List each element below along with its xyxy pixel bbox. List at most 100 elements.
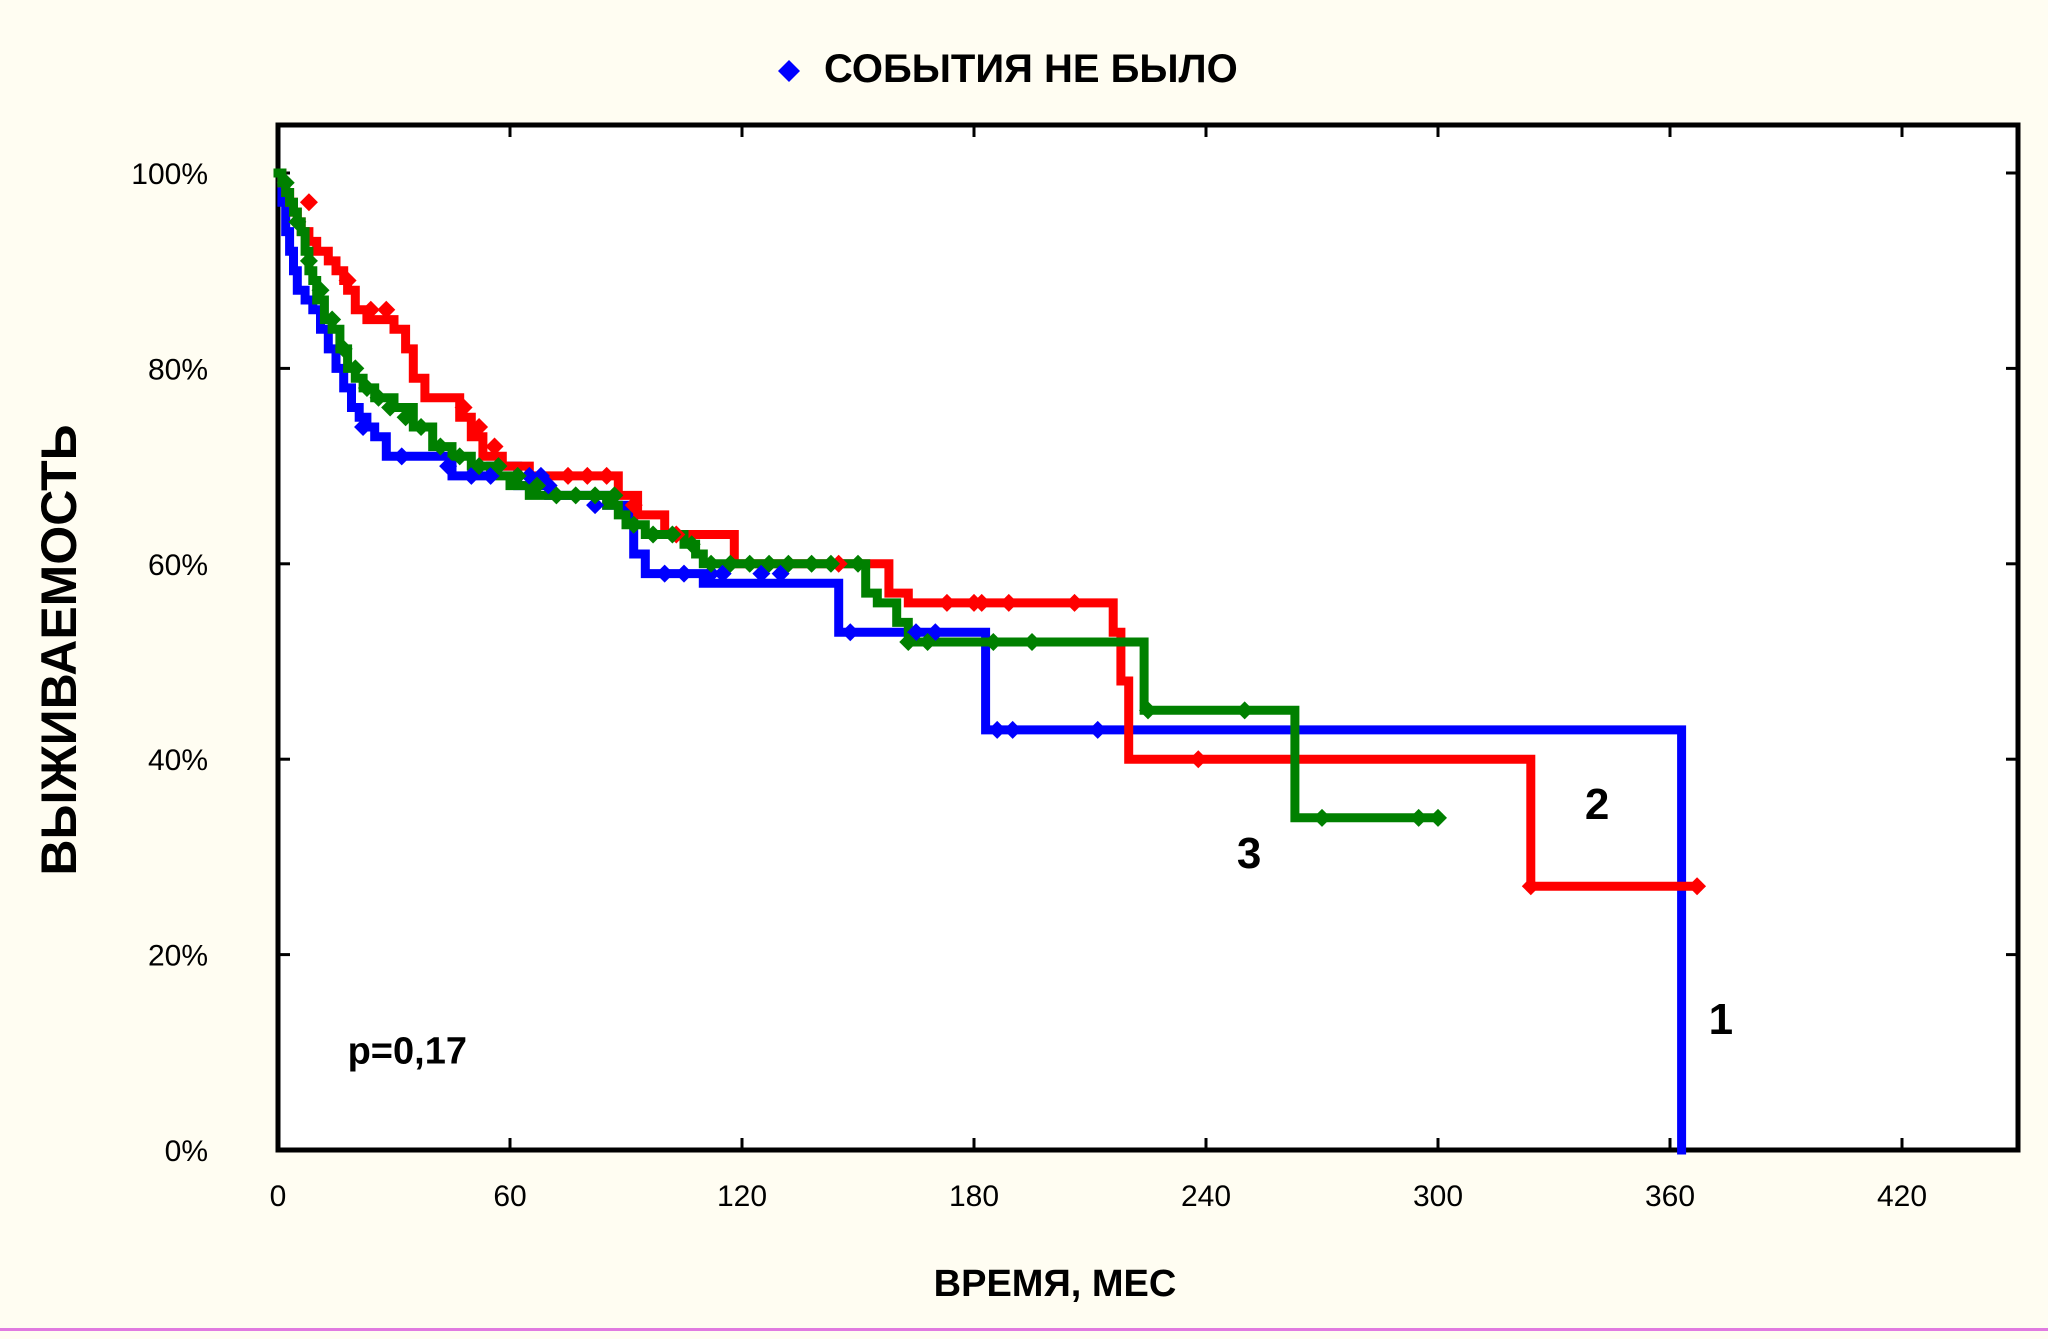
censored-marker-3 xyxy=(899,632,918,651)
x-tick-label: 360 xyxy=(1645,1180,1695,1213)
censored-marker-3 xyxy=(644,525,663,544)
x-axis-label: ВРЕМЯ, МЕС xyxy=(934,1263,1177,1305)
censored-marker-2 xyxy=(454,398,473,417)
legend-label: СОБЫТИЯ НЕ БЫЛО xyxy=(824,47,1238,91)
censored-marker-3 xyxy=(299,251,318,270)
censored-marker-3 xyxy=(821,554,840,573)
censored-marker-3 xyxy=(381,398,400,417)
censored-marker-2 xyxy=(597,466,616,485)
censored-marker-2 xyxy=(1521,877,1540,896)
censored-marker-2 xyxy=(624,496,643,515)
censored-marker-2 xyxy=(485,437,504,456)
annotations-layer: p=0,17 1 2 3 xyxy=(348,780,1734,1072)
censored-marker-3 xyxy=(1235,701,1254,720)
censored-marker-3 xyxy=(849,554,867,573)
censored-marker-3 xyxy=(802,554,821,573)
censored-marker-2 xyxy=(999,593,1018,612)
censored-marker-2 xyxy=(972,593,991,612)
bottom-rule xyxy=(0,1328,2048,1331)
censored-marker-2 xyxy=(338,271,357,290)
censored-marker-3 xyxy=(489,457,508,476)
annotation-label: 2 xyxy=(1585,780,1609,829)
censored-marker-2 xyxy=(1688,877,1707,896)
y-tick-label: 40% xyxy=(148,744,208,777)
censored-marker-2 xyxy=(299,193,318,212)
annotation-label: p=0,17 xyxy=(348,1030,467,1072)
legend: СОБЫТИЯ НЕ БЫЛО xyxy=(778,47,1238,91)
y-axis-label: ВЫЖИВАЕМОСТЬ xyxy=(31,424,87,875)
censored-marker-3 xyxy=(311,281,330,300)
censored-marker-3 xyxy=(323,310,342,329)
censored-marker-3 xyxy=(1023,632,1041,651)
censored-marker-1 xyxy=(1088,720,1107,739)
censored-marker-3 xyxy=(721,554,740,573)
censored-marker-1 xyxy=(675,564,693,583)
censored-marker-2 xyxy=(1065,593,1084,612)
censored-marker-2 xyxy=(1189,750,1208,769)
censored-marker-3 xyxy=(984,632,1003,651)
censored-marker-3 xyxy=(918,632,937,651)
markers-layer xyxy=(276,173,1707,896)
censored-marker-3 xyxy=(1139,701,1157,720)
censored-marker-3 xyxy=(547,486,566,505)
censored-marker-1 xyxy=(439,457,458,476)
censored-marker-1 xyxy=(586,496,605,515)
x-tick-label: 300 xyxy=(1413,1180,1463,1213)
censored-marker-1 xyxy=(841,623,860,642)
y-tick-label: 0% xyxy=(165,1135,208,1168)
annotation-label: 1 xyxy=(1709,995,1733,1044)
y-tick-label: 20% xyxy=(148,940,208,973)
annotation-label: 3 xyxy=(1237,829,1261,878)
censored-marker-3 xyxy=(702,554,721,573)
censored-marker-3 xyxy=(779,554,798,573)
censored-marker-2 xyxy=(937,593,956,612)
y-tick-label: 100% xyxy=(131,158,208,191)
x-tick-label: 120 xyxy=(717,1180,767,1213)
y-tick-label: 80% xyxy=(148,353,208,386)
censored-marker-3 xyxy=(396,408,415,427)
censored-marker-2 xyxy=(470,418,489,437)
x-tick-label: 180 xyxy=(949,1180,999,1213)
censored-marker-3 xyxy=(663,525,682,544)
censored-marker-3 xyxy=(605,486,624,505)
censored-marker-3 xyxy=(760,554,779,573)
censored-marker-3 xyxy=(369,388,388,407)
censored-marker-2 xyxy=(559,466,577,485)
censored-marker-3 xyxy=(1429,808,1447,827)
x-tick-label: 240 xyxy=(1181,1180,1231,1213)
censored-marker-2 xyxy=(578,466,597,485)
censored-marker-3 xyxy=(1409,808,1428,827)
censored-marker-3 xyxy=(431,437,450,456)
censored-marker-3 xyxy=(508,466,527,485)
x-tick-label: 60 xyxy=(493,1180,526,1213)
censored-marker-1 xyxy=(1003,720,1022,739)
censored-marker-3 xyxy=(1313,808,1331,827)
censored-marker-3 xyxy=(346,359,365,378)
censored-marker-2 xyxy=(377,300,396,319)
ticks-layer: 0 60 120 180 240 300 360 420 0% 20% 40% 60% 80% 100% xyxy=(131,125,2018,1213)
censored-marker-3 xyxy=(276,173,295,192)
censored-marker-1 xyxy=(988,720,1007,739)
censored-marker-2 xyxy=(361,300,380,319)
censored-marker-3 xyxy=(288,212,307,231)
censored-marker-1 xyxy=(655,564,674,583)
censored-marker-3 xyxy=(357,378,376,397)
censored-marker-1 xyxy=(392,447,411,466)
censored-marker-3 xyxy=(450,447,469,466)
censored-marker-3 xyxy=(412,418,431,437)
y-tick-label: 60% xyxy=(148,549,208,582)
censored-marker-3 xyxy=(586,486,605,505)
censored-marker-1 xyxy=(354,418,373,437)
censored-marker-3 xyxy=(566,486,585,505)
censored-marker-3 xyxy=(740,554,759,573)
censored-marker-1 xyxy=(702,564,721,583)
censored-marker-3 xyxy=(334,339,353,358)
x-tick-label: 0 xyxy=(270,1180,287,1213)
legend-marker-diamond xyxy=(778,60,800,82)
censored-marker-3 xyxy=(470,457,489,476)
x-tick-label: 420 xyxy=(1877,1180,1927,1213)
censored-marker-3 xyxy=(624,515,643,534)
censored-marker-3 xyxy=(528,476,547,495)
